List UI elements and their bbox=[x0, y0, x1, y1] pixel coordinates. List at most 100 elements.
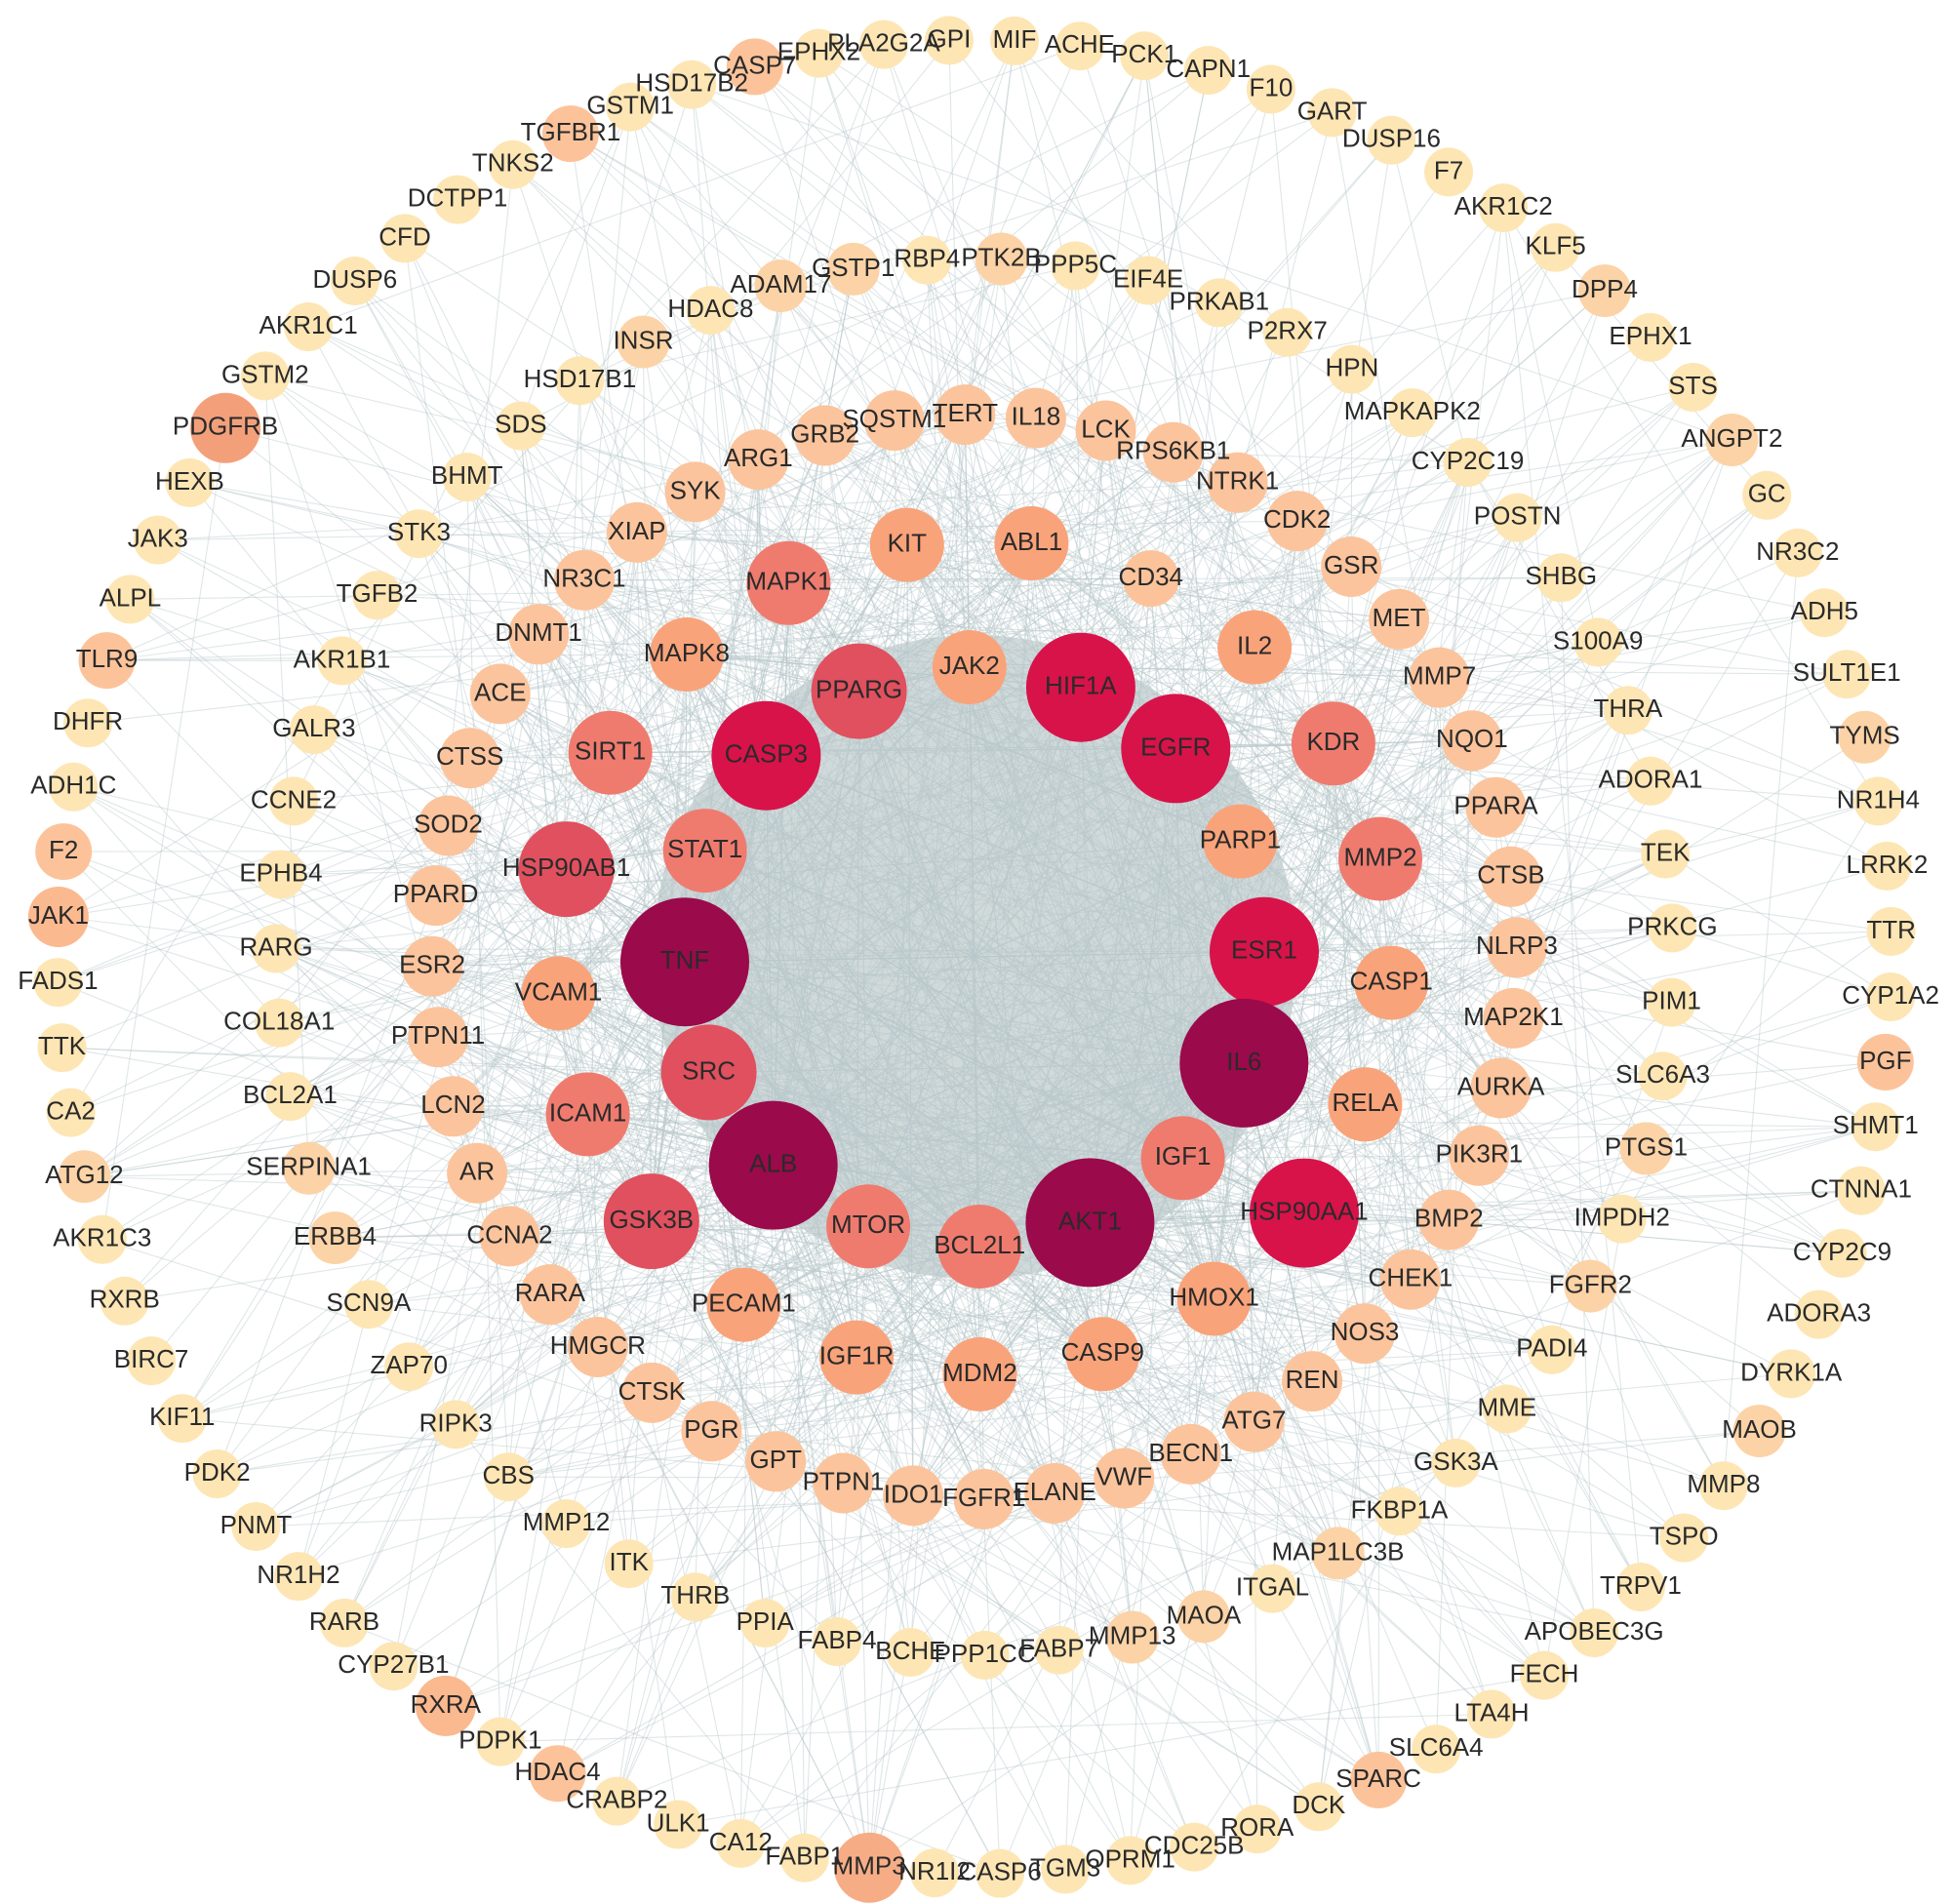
edge bbox=[684, 666, 971, 963]
edge bbox=[520, 106, 631, 426]
node-label: HSD17B1 bbox=[524, 364, 637, 393]
edge bbox=[711, 1373, 980, 1432]
edge bbox=[764, 1279, 1412, 1624]
edge bbox=[1101, 982, 1392, 1355]
edge bbox=[842, 748, 1176, 1484]
edge bbox=[964, 415, 971, 668]
edge bbox=[766, 755, 1245, 1064]
edge bbox=[867, 687, 1082, 1227]
node bbox=[282, 1141, 336, 1195]
edge bbox=[912, 946, 1518, 1496]
node-label: MDM2 bbox=[942, 1358, 1017, 1387]
node-label: STAT1 bbox=[667, 834, 742, 863]
edge bbox=[63, 851, 709, 1073]
node-label: ESR1 bbox=[1231, 935, 1297, 965]
edge bbox=[1104, 430, 1184, 1159]
node-label: SRC bbox=[682, 1055, 736, 1085]
edge bbox=[58, 916, 1366, 1334]
node bbox=[567, 1317, 628, 1377]
edge bbox=[708, 687, 1082, 1073]
node bbox=[1294, 1782, 1343, 1832]
edge bbox=[868, 841, 1241, 1868]
edge bbox=[773, 582, 789, 1166]
edge bbox=[695, 492, 1456, 1464]
node bbox=[1025, 1158, 1155, 1288]
node bbox=[667, 60, 717, 109]
node-label: CYP2C9 bbox=[1793, 1237, 1891, 1266]
edge bbox=[867, 415, 966, 1227]
node-label: AKR1C3 bbox=[53, 1223, 151, 1252]
node bbox=[240, 351, 290, 401]
edge bbox=[704, 850, 985, 1500]
node bbox=[708, 1100, 838, 1230]
edge bbox=[435, 894, 1091, 1223]
node-label: MMP12 bbox=[523, 1507, 611, 1536]
node-label: GALR3 bbox=[272, 713, 355, 742]
edge bbox=[435, 894, 1091, 1223]
node-label: EIF4E bbox=[1113, 263, 1183, 293]
edge bbox=[1214, 1298, 1493, 1715]
edge bbox=[773, 1165, 1060, 1650]
edge bbox=[549, 946, 1518, 1295]
edge bbox=[1080, 69, 1210, 688]
node-label: MMP7 bbox=[1403, 660, 1476, 690]
edge bbox=[566, 532, 638, 870]
node bbox=[384, 1342, 434, 1392]
edge bbox=[856, 951, 1265, 1358]
edge bbox=[280, 850, 705, 876]
node bbox=[1179, 998, 1309, 1128]
edge bbox=[1175, 747, 1512, 878]
edge bbox=[101, 427, 226, 1240]
node bbox=[606, 501, 667, 563]
edge bbox=[1410, 461, 1469, 1280]
edge bbox=[766, 755, 1265, 953]
edge bbox=[276, 947, 1392, 984]
edge bbox=[843, 412, 1413, 1484]
node bbox=[190, 392, 261, 463]
node-label: ERBB4 bbox=[294, 1221, 377, 1250]
edge bbox=[1175, 748, 1501, 1089]
node-label: FABP4 bbox=[798, 1625, 877, 1654]
edge bbox=[453, 1105, 980, 1375]
edge bbox=[765, 755, 1091, 1223]
edge bbox=[978, 841, 1241, 1375]
node-label: EPHB4 bbox=[239, 857, 322, 887]
edge bbox=[773, 687, 1082, 1166]
node bbox=[1367, 115, 1416, 165]
edge bbox=[773, 1165, 870, 1868]
edge bbox=[817, 53, 1339, 1554]
edge bbox=[1379, 858, 1412, 1280]
node bbox=[1140, 1116, 1225, 1201]
edge bbox=[520, 425, 653, 1222]
edge bbox=[512, 164, 1241, 843]
node-label: TGM3 bbox=[1030, 1852, 1100, 1882]
node-label: CYP1A2 bbox=[1842, 980, 1939, 1010]
edge bbox=[101, 1239, 712, 1432]
node-label: ADH1C bbox=[30, 771, 116, 800]
edge bbox=[307, 326, 971, 668]
edge bbox=[1035, 417, 1673, 929]
edge bbox=[775, 807, 1496, 1462]
node bbox=[1742, 470, 1792, 520]
node bbox=[1176, 1590, 1230, 1644]
edge bbox=[1143, 56, 1245, 1063]
edge bbox=[1364, 876, 1512, 1105]
edge bbox=[70, 747, 1176, 1114]
edge bbox=[695, 491, 1082, 689]
edge bbox=[1101, 982, 1392, 1355]
node bbox=[1493, 493, 1542, 542]
edge bbox=[867, 1226, 985, 1500]
edge bbox=[684, 961, 1091, 1223]
edge bbox=[264, 376, 310, 1169]
node bbox=[883, 1465, 944, 1527]
node bbox=[1328, 1067, 1403, 1142]
node bbox=[1866, 906, 1916, 956]
node bbox=[1597, 1194, 1647, 1244]
edge bbox=[858, 691, 1652, 782]
edge bbox=[507, 618, 1400, 1478]
edge bbox=[293, 800, 1412, 1281]
edge bbox=[1089, 482, 1239, 1223]
edge bbox=[1244, 853, 1666, 1064]
node bbox=[660, 1024, 757, 1121]
